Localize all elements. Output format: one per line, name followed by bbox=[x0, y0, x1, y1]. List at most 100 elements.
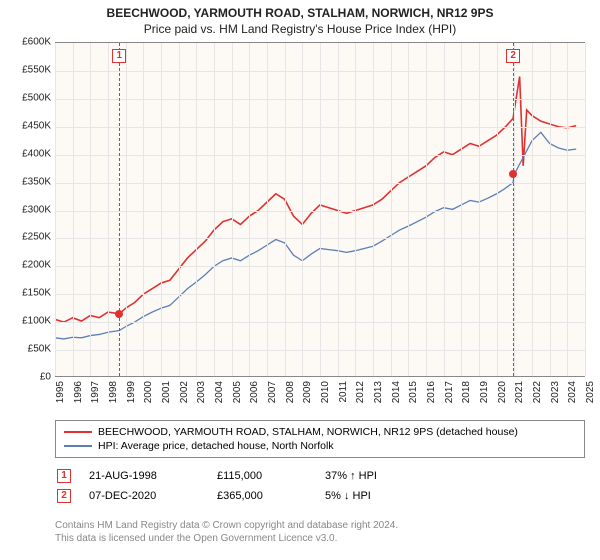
y-tick-label: £500K bbox=[22, 92, 51, 103]
x-tick-label: 2024 bbox=[567, 381, 578, 403]
gridline-vertical bbox=[232, 43, 233, 376]
gridline-vertical bbox=[567, 43, 568, 376]
gridline-vertical bbox=[391, 43, 392, 376]
x-tick-label: 2017 bbox=[444, 381, 455, 403]
plot-area: 12 bbox=[55, 42, 585, 377]
sale-marker-line bbox=[119, 43, 120, 376]
footer-line-2: This data is licensed under the Open Gov… bbox=[55, 533, 585, 546]
gridline-vertical bbox=[249, 43, 250, 376]
gridline-vertical bbox=[320, 43, 321, 376]
y-tick-label: £600K bbox=[22, 37, 51, 48]
sale-marker-dot bbox=[509, 170, 517, 178]
x-tick-label: 1997 bbox=[90, 381, 101, 403]
x-tick-label: 2005 bbox=[232, 381, 243, 403]
gridline-vertical bbox=[461, 43, 462, 376]
x-tick-label: 2014 bbox=[391, 381, 402, 403]
x-tick-label: 2012 bbox=[355, 381, 366, 403]
gridline-vertical bbox=[55, 43, 56, 376]
y-tick-label: £350K bbox=[22, 176, 51, 187]
legend-label: HPI: Average price, detached house, Nort… bbox=[98, 440, 334, 452]
gridline-vertical bbox=[550, 43, 551, 376]
gridline-vertical bbox=[355, 43, 356, 376]
chart-title: BEECHWOOD, YARMOUTH ROAD, STALHAM, NORWI… bbox=[0, 6, 600, 20]
legend-swatch bbox=[64, 431, 92, 433]
x-tick-label: 2004 bbox=[214, 381, 225, 403]
sales-row-marker: 1 bbox=[57, 469, 71, 483]
sale-marker-dot bbox=[115, 310, 123, 318]
y-axis: £0£50K£100K£150K£200K£250K£300K£350K£400… bbox=[0, 42, 55, 377]
gridline-vertical bbox=[373, 43, 374, 376]
gridline-vertical bbox=[285, 43, 286, 376]
x-tick-label: 2016 bbox=[426, 381, 437, 403]
legend-swatch bbox=[64, 445, 92, 447]
x-tick-label: 2003 bbox=[196, 381, 207, 403]
gridline-vertical bbox=[585, 43, 586, 376]
x-tick-label: 2002 bbox=[179, 381, 190, 403]
sales-row-hpi: 5% ↓ HPI bbox=[325, 490, 415, 502]
sales-row: 1 21-AUG-1998 £115,000 37% ↑ HPI bbox=[55, 466, 585, 486]
sales-row-hpi: 37% ↑ HPI bbox=[325, 470, 415, 482]
x-tick-label: 1998 bbox=[108, 381, 119, 403]
gridline-vertical bbox=[497, 43, 498, 376]
y-tick-label: £50K bbox=[28, 344, 51, 355]
chart-subtitle: Price paid vs. HM Land Registry's House … bbox=[0, 22, 600, 36]
chart-container: BEECHWOOD, YARMOUTH ROAD, STALHAM, NORWI… bbox=[0, 0, 600, 560]
y-tick-label: £550K bbox=[22, 64, 51, 75]
title-block: BEECHWOOD, YARMOUTH ROAD, STALHAM, NORWI… bbox=[0, 0, 600, 36]
gridline-vertical bbox=[426, 43, 427, 376]
x-tick-label: 2025 bbox=[585, 381, 596, 403]
gridline-vertical bbox=[444, 43, 445, 376]
x-tick-label: 2022 bbox=[532, 381, 543, 403]
x-axis: 1995199619971998199920002001200220032004… bbox=[55, 377, 585, 422]
legend-label: BEECHWOOD, YARMOUTH ROAD, STALHAM, NORWI… bbox=[98, 426, 518, 438]
x-tick-label: 1996 bbox=[73, 381, 84, 403]
series-line bbox=[55, 132, 576, 339]
y-tick-label: £100K bbox=[22, 316, 51, 327]
y-tick-label: £300K bbox=[22, 204, 51, 215]
x-tick-label: 2008 bbox=[285, 381, 296, 403]
sales-row-marker: 2 bbox=[57, 489, 71, 503]
x-tick-label: 2000 bbox=[143, 381, 154, 403]
sales-row-date: 07-DEC-2020 bbox=[89, 490, 199, 502]
x-tick-label: 2018 bbox=[461, 381, 472, 403]
x-tick-label: 2006 bbox=[249, 381, 260, 403]
sales-row: 2 07-DEC-2020 £365,000 5% ↓ HPI bbox=[55, 486, 585, 506]
gridline-vertical bbox=[108, 43, 109, 376]
footer-line-1: Contains HM Land Registry data © Crown c… bbox=[55, 520, 585, 533]
legend-box: BEECHWOOD, YARMOUTH ROAD, STALHAM, NORWI… bbox=[55, 420, 585, 458]
y-tick-label: £250K bbox=[22, 232, 51, 243]
gridline-vertical bbox=[302, 43, 303, 376]
x-tick-label: 1999 bbox=[126, 381, 137, 403]
gridline-vertical bbox=[514, 43, 515, 376]
gridline-vertical bbox=[214, 43, 215, 376]
gridline-vertical bbox=[532, 43, 533, 376]
gridline-vertical bbox=[408, 43, 409, 376]
series-line bbox=[55, 77, 576, 323]
x-tick-label: 2010 bbox=[320, 381, 331, 403]
sales-table: 1 21-AUG-1998 £115,000 37% ↑ HPI 2 07-DEC-202… bbox=[55, 466, 585, 506]
x-tick-label: 2021 bbox=[514, 381, 525, 403]
sales-row-date: 21-AUG-1998 bbox=[89, 470, 199, 482]
gridline-vertical bbox=[267, 43, 268, 376]
gridline-vertical bbox=[161, 43, 162, 376]
sales-row-price: £365,000 bbox=[217, 490, 307, 502]
x-tick-label: 2001 bbox=[161, 381, 172, 403]
y-tick-label: £450K bbox=[22, 120, 51, 131]
sale-marker-line bbox=[513, 43, 514, 376]
gridline-vertical bbox=[338, 43, 339, 376]
x-tick-label: 2015 bbox=[408, 381, 419, 403]
sales-row-price: £115,000 bbox=[217, 470, 307, 482]
gridline-vertical bbox=[73, 43, 74, 376]
gridline-vertical bbox=[143, 43, 144, 376]
legend-row: BEECHWOOD, YARMOUTH ROAD, STALHAM, NORWI… bbox=[64, 425, 576, 439]
x-tick-label: 2023 bbox=[550, 381, 561, 403]
x-tick-label: 2007 bbox=[267, 381, 278, 403]
x-tick-label: 2011 bbox=[338, 381, 349, 403]
x-tick-label: 2009 bbox=[302, 381, 313, 403]
gridline-vertical bbox=[126, 43, 127, 376]
x-tick-label: 2020 bbox=[497, 381, 508, 403]
x-tick-label: 2013 bbox=[373, 381, 384, 403]
gridline-vertical bbox=[479, 43, 480, 376]
sale-marker-badge: 2 bbox=[506, 49, 520, 63]
y-tick-label: £0 bbox=[40, 372, 51, 383]
